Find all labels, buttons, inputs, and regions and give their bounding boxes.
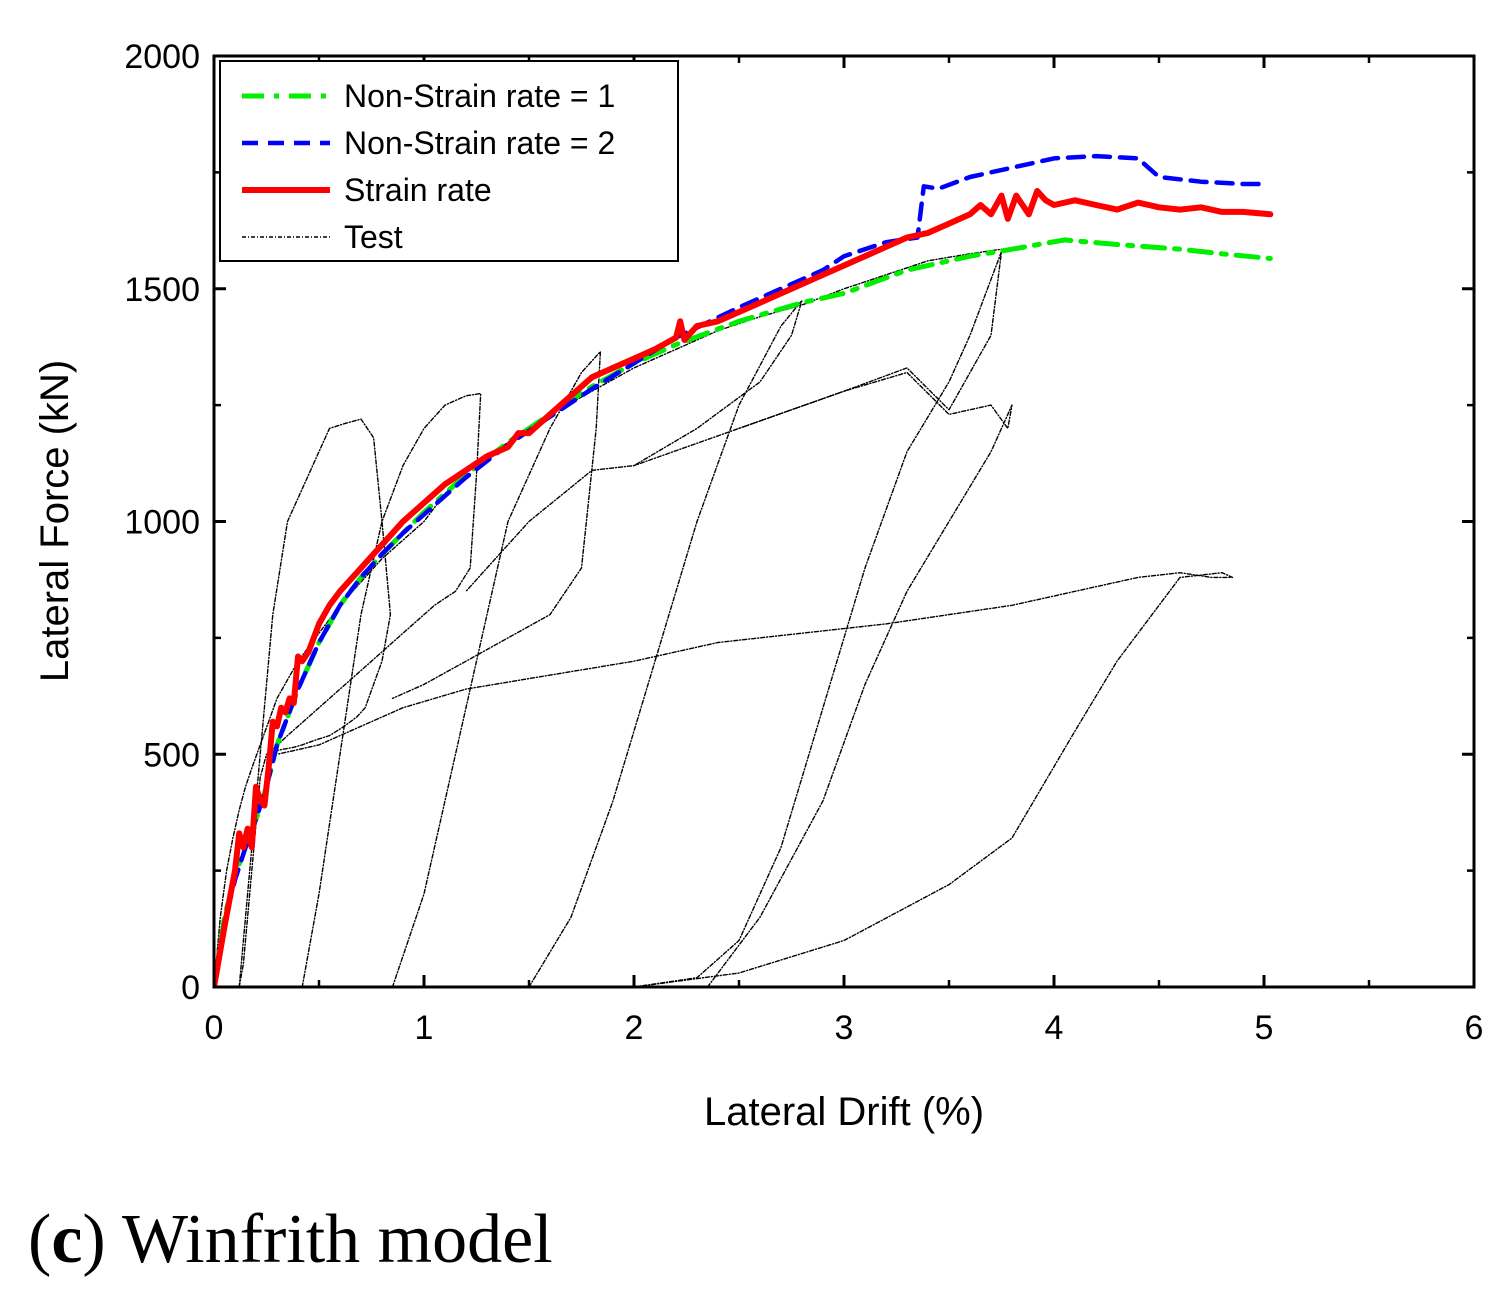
y-tick-label: 1000 xyxy=(124,504,200,542)
series-line xyxy=(391,350,602,987)
legend-label: Strain rate xyxy=(344,172,492,208)
series-1 xyxy=(214,153,1267,987)
series-line xyxy=(706,371,1013,987)
caption-text: Winfrith model xyxy=(105,1201,553,1278)
x-tick-label: 0 xyxy=(205,1009,224,1047)
x-tick-label: 5 xyxy=(1255,1009,1274,1047)
caption-close: ) xyxy=(82,1201,106,1278)
legend-label: Non-Strain rate = 1 xyxy=(344,78,615,114)
y-tick-label: 0 xyxy=(181,969,200,1007)
x-tick-label: 1 xyxy=(415,1009,434,1047)
x-axis-title: Lateral Drift (%) xyxy=(704,1090,984,1134)
series-line xyxy=(214,153,1267,987)
series-3 xyxy=(214,248,1234,987)
y-axis-title: Lateral Force (kN) xyxy=(33,360,77,682)
series-2 xyxy=(214,188,1274,987)
x-tick-label: 4 xyxy=(1045,1009,1064,1047)
ticks-layer: 0 1 2 3 4 5 6 0 500 1000 1500 2000 xyxy=(124,38,1483,1047)
series-line xyxy=(238,418,392,987)
x-tick-label: 2 xyxy=(625,1009,644,1047)
series-line xyxy=(276,572,1234,987)
caption-letter: c xyxy=(51,1201,83,1278)
figure-caption: (c) Winfrith model xyxy=(28,1200,553,1280)
series-0 xyxy=(214,237,1273,987)
legend-label: Test xyxy=(344,219,403,255)
y-tick-label: 1500 xyxy=(124,271,200,309)
series-line xyxy=(633,250,1003,987)
series-line xyxy=(465,299,803,987)
y-tick-label: 2000 xyxy=(124,38,200,76)
legend-label: Non-Strain rate = 2 xyxy=(344,125,615,161)
series-line xyxy=(214,237,1273,987)
legend: Non-Strain rate = 1 Non-Strain rate = 2 St… xyxy=(219,60,679,262)
y-tick-label: 500 xyxy=(143,736,200,774)
x-tick-label: 3 xyxy=(835,1009,854,1047)
series-line xyxy=(214,188,1274,987)
series-layer xyxy=(214,153,1274,987)
x-tick-label: 6 xyxy=(1465,1009,1484,1047)
caption-open: ( xyxy=(28,1201,52,1278)
